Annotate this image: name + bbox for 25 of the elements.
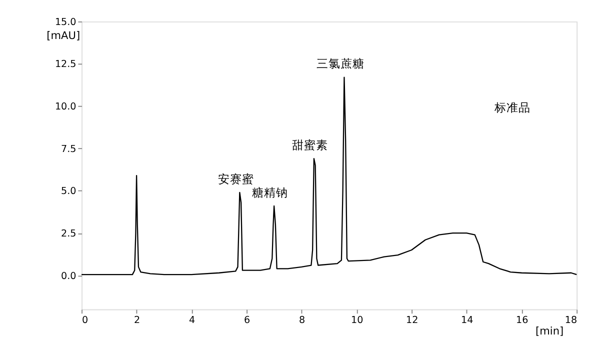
- x-tick-label: 4: [188, 315, 196, 326]
- x-tick-label: 8: [299, 315, 306, 326]
- annotation: 标准品: [493, 100, 530, 115]
- y-tick-label: 5.0: [61, 186, 76, 198]
- x-tick-label: 10: [350, 315, 364, 326]
- x-tick-label: 2: [134, 315, 140, 326]
- x-tick-label: 6: [244, 315, 250, 326]
- annotation: 三氯蔗糖: [316, 56, 364, 71]
- y-tick-label: 7.5: [61, 144, 76, 155]
- x-axis-title: [min]: [536, 326, 564, 338]
- y-tick-label: 2.5: [61, 228, 76, 240]
- annotation: 糖精钠: [252, 185, 288, 200]
- x-tick-label: 18: [564, 315, 578, 326]
- annotation: 甜蜜素: [292, 138, 328, 152]
- y-tick-label: 10.0: [54, 101, 76, 112]
- y-axis-title: [mAU]: [46, 30, 80, 42]
- y-tick-label: 15.0: [54, 16, 76, 28]
- x-tick-label: 0: [82, 315, 88, 326]
- y-tick-label: 0.0: [61, 270, 76, 282]
- x-tick-label: 12: [406, 315, 418, 326]
- annotation: 安赛蜜: [218, 172, 254, 186]
- y-tick-label: 12.5: [54, 59, 76, 70]
- line-series: [80, 76, 578, 276]
- x-tick-label: 16: [516, 315, 528, 326]
- x-tick-label: 14: [460, 315, 474, 326]
